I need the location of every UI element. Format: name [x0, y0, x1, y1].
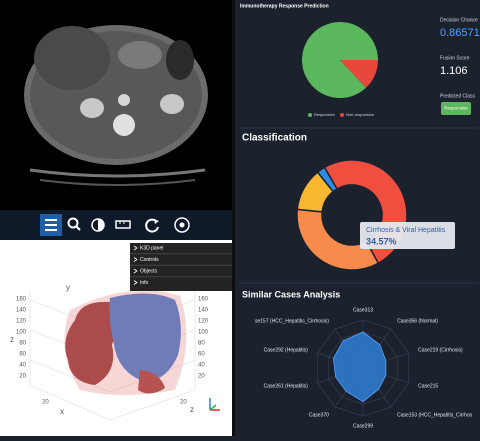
z-tick-label: 80 — [19, 341, 26, 347]
predicted-class-badge — [441, 102, 471, 115]
predicted-class-label: Predicted Class — [440, 93, 476, 99]
rotate3d-button[interactable] — [174, 217, 190, 233]
tooltip-value: 34.57% — [366, 236, 397, 246]
menu-arrow — [133, 280, 138, 285]
radar-area — [332, 331, 387, 403]
menu-item[interactable]: K3D panel — [140, 245, 163, 251]
legend-swatch — [340, 113, 344, 117]
k3d-menu — [130, 243, 232, 291]
decision-chance: 0.865715 — [440, 27, 480, 39]
menu-arrow — [133, 245, 138, 251]
radar-label: Case370 — [309, 412, 329, 418]
tooltip — [360, 222, 455, 249]
radar-label: Case313 — [353, 307, 373, 313]
z-tick-label: 120 — [198, 319, 209, 325]
axis-label: z — [10, 335, 14, 344]
ct-kidney — [80, 98, 104, 118]
z-tick-label: 160 — [16, 297, 27, 303]
z-tick-label: 100 — [16, 330, 27, 336]
reset-button[interactable] — [145, 218, 159, 233]
slice[interactable] — [296, 208, 380, 271]
menu-item[interactable]: Info — [140, 280, 149, 286]
z-tick-label: 120 — [16, 319, 27, 325]
tooltip-category: Cirrhosis & Viral Hepatitis — [366, 227, 446, 234]
predicted-class: Responsive — [444, 106, 468, 111]
legend-label: Non-responsive — [346, 112, 375, 117]
organ-mesh — [109, 293, 181, 381]
menu-arrow — [133, 268, 138, 274]
legend-label: Responsive — [314, 112, 336, 117]
radar-label: se157 (HCC_Hepatitis_Cirrhosis) — [255, 318, 329, 324]
z-tick-label: 40 — [198, 363, 205, 369]
axis-label: z — [190, 405, 194, 414]
pie-title: Immunotherapy Response Prediction — [240, 3, 329, 9]
z-tick-label: 60 — [19, 352, 26, 358]
radar-label: Case299 — [353, 423, 373, 429]
contrast-button[interactable] — [91, 218, 105, 232]
measure-button[interactable] — [115, 220, 131, 229]
ct-kidney — [160, 94, 184, 114]
organ-mesh — [65, 301, 116, 385]
radar-title: Similar Cases Analysis — [242, 289, 340, 299]
menu-item[interactable]: Controls — [140, 257, 159, 263]
legend-swatch — [308, 113, 312, 117]
slice[interactable] — [340, 60, 378, 88]
z-tick-label: 20 — [198, 374, 205, 380]
axis-label: x — [60, 407, 64, 416]
menu-arrow — [133, 257, 138, 262]
axes-gizmo — [209, 398, 220, 411]
ct-table — [39, 179, 196, 186]
z-tick-label: 140 — [198, 308, 209, 314]
fusion-score: 1.106 — [440, 65, 468, 77]
divider — [232, 0, 235, 436]
slice[interactable] — [302, 21, 378, 98]
z-tick-label: 80 — [198, 341, 205, 347]
z-tick-label: 20 — [19, 374, 26, 380]
z-tick-label: 60 — [198, 352, 205, 358]
ct-organ — [118, 41, 162, 69]
ct-bowel — [166, 40, 194, 80]
slice[interactable] — [316, 166, 339, 193]
menu-item[interactable]: Objects — [140, 268, 157, 274]
ct-table — [29, 168, 206, 178]
z-tick-label: 40 — [19, 363, 26, 369]
radar-label: Case215 — [418, 383, 438, 389]
donut-title: Classification — [242, 133, 307, 144]
radar-label: Case261 (Hepatitis) — [264, 383, 309, 389]
ct-spine — [113, 114, 135, 136]
x-tick-label: 20 — [42, 400, 49, 406]
fusion-score-label: Fusion Score — [440, 55, 470, 61]
zoom-button[interactable] — [67, 217, 81, 231]
radar-label: Case153 (HCC_Hepatitis_Cirrhos — [397, 412, 473, 418]
ct-lesion — [34, 26, 110, 90]
x-tick-label: 20 — [180, 400, 187, 406]
menu-icon — [45, 219, 57, 231]
organ-mesh — [138, 370, 165, 394]
radar-label: Case356 (Normal) — [397, 318, 438, 324]
axis-label: y — [66, 283, 70, 292]
z-tick-label: 160 — [198, 297, 209, 303]
radar-label: Case292 (Hepatitis) — [264, 347, 309, 353]
organ-hull — [64, 290, 187, 395]
z-tick-label: 140 — [16, 308, 27, 314]
decision-chance-label: Decision Chance — [440, 17, 478, 23]
z-tick-label: 100 — [198, 330, 209, 336]
radar-label: Case219 (Cirrhosis) — [418, 347, 463, 353]
ct-aorta — [118, 94, 130, 106]
